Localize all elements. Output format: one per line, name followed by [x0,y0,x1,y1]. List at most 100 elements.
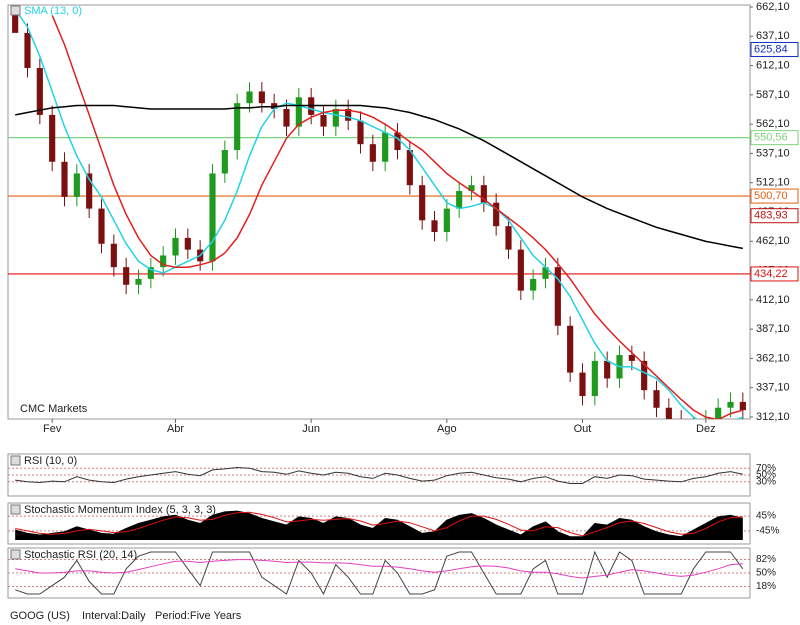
x-tick-label: Jun [302,423,320,435]
candle-body [36,68,43,115]
series-line [15,550,744,596]
candle-body [246,91,253,104]
y-tick-label: 462,10 [756,235,790,247]
candle-body [12,15,19,33]
candle-body [406,150,413,186]
series-line [14,9,744,419]
series-line [15,511,743,537]
candle-body [221,150,228,174]
candle-body [110,243,117,268]
series-line [15,466,743,484]
price-label: 500,70 [754,190,788,202]
series-line [51,15,744,419]
candle-body [641,360,648,391]
x-tick-label: Ago [437,423,457,435]
candle-body [98,208,105,244]
panel-frame [7,4,751,420]
series-line [15,559,743,579]
candle-body [480,185,487,203]
candle-body [135,278,142,285]
legend-label: SMA (13, 0) [24,5,82,17]
watermark: CMC Markets [20,403,88,415]
panel-icon [10,504,21,515]
panel-title: Stochastic RSI (20, 14) [24,549,137,561]
price-box [750,208,799,224]
candle-body [715,407,722,419]
y-tick-label: -45% [756,526,779,537]
y-tick-label: 537,10 [756,147,790,159]
candle-body [61,161,68,197]
series-line [15,104,743,250]
candle-body [357,120,364,145]
candle-body [468,185,475,192]
y-tick-label: 587,10 [756,89,790,101]
y-tick-label: 18% [756,581,776,592]
candle-body [505,226,512,250]
y-tick-label: 337,10 [756,382,790,394]
candle-body [739,401,746,411]
candle-body [382,132,389,162]
candle-body [530,278,537,291]
y-tick-label: 362,10 [756,352,790,364]
candle-body [86,173,93,209]
y-tick-label: 70% [756,463,776,474]
candle-body [172,237,179,256]
y-tick-label: 562,10 [756,118,790,130]
candle-body [517,249,524,291]
candle-body [554,267,561,326]
candle-body [542,267,549,279]
y-tick-label: 30% [756,476,776,487]
candle-body [332,109,339,127]
candle-body [345,109,352,121]
candle-body [24,32,31,69]
price-box [750,130,799,146]
y-tick-label: 662,10 [756,1,790,13]
plot-area [8,550,750,596]
footer-interval: Interval:Daily [82,610,146,622]
price-label: 483,93 [754,210,788,222]
y-tick-label: 50% [756,568,776,579]
price-box [750,41,799,57]
candle-body [579,372,586,397]
plot-area [8,466,750,484]
candle-body [184,237,191,250]
y-tick-label: 412,10 [756,294,790,306]
x-tick-label: Abr [167,423,184,435]
y-tick-label: 50% [756,470,776,481]
legend-icon [10,5,21,16]
candle-body [73,173,80,197]
candle-body [727,401,734,408]
candle-body [258,91,265,104]
candle-body [443,208,450,233]
footer-period: Period:Five Years [155,610,242,622]
panel-title: Stochastic Momentum Index (5, 3, 3, 3) [24,504,216,516]
footer-symbol: GOOG (US) [10,610,70,622]
candle-body [123,267,130,285]
x-tick-label: Fev [43,423,62,435]
y-tick-label: 612,10 [756,59,790,71]
candle-body [567,325,574,373]
price-label: 625,84 [754,43,788,55]
candle-body [320,114,327,127]
candle-body [665,407,672,419]
x-tick-label: Dez [696,423,716,435]
candle-body [209,173,216,262]
price-box [750,188,799,204]
price-label: 434,22 [754,268,788,280]
candle-body [493,202,500,227]
x-tick-label: Out [574,423,592,435]
candle-body [591,360,598,397]
candle-body [369,144,376,162]
panel-icon [10,455,21,466]
y-tick-label: 637,10 [756,30,790,42]
candle-body [394,132,401,151]
area-fill [15,511,743,540]
candle-body [628,355,635,361]
candle-body [283,109,290,127]
candle-body [456,191,463,209]
candle-body [147,267,154,279]
candle-body [295,97,302,127]
candle-body [234,103,241,151]
y-tick-label: 387,10 [756,323,790,335]
